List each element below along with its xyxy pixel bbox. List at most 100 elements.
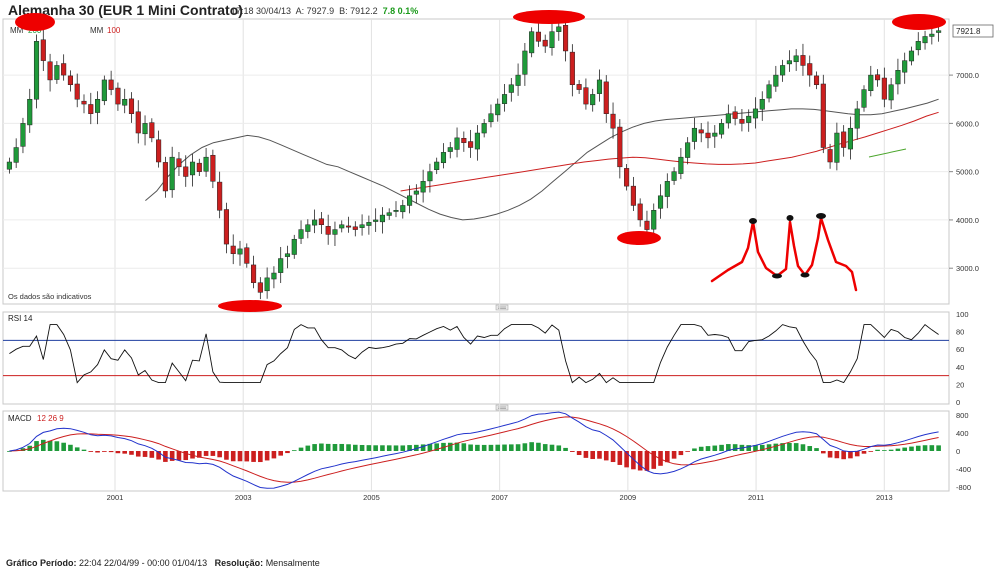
macd-hist-bar: [135, 451, 141, 457]
candle-body: [861, 89, 867, 108]
candle-body: [508, 84, 514, 93]
macd-hist-bar: [81, 449, 87, 451]
quote-info: 17:18 30/04/13 A: 7927.9 B: 7912.2 7.8 0…: [231, 6, 418, 16]
candle-body: [780, 65, 786, 76]
candle-body: [135, 111, 141, 134]
macd-hist-bar: [787, 442, 792, 451]
macd-hist-bar: [102, 451, 107, 452]
rsi-tick-label: 80: [956, 328, 964, 337]
rsi-tick-label: 60: [956, 345, 964, 354]
macd-hist-bar: [698, 446, 704, 451]
candle-body: [203, 156, 209, 172]
macd-hist-bar: [197, 451, 202, 458]
candle-body: [305, 224, 311, 232]
candle-body: [515, 74, 521, 86]
candle-body: [936, 30, 942, 33]
candle-body: [271, 272, 277, 280]
macd-hist-bar: [488, 444, 494, 451]
x-tick-label: 2003: [235, 493, 252, 502]
candle-body: [210, 154, 216, 182]
x-tick-label: 2001: [107, 493, 124, 502]
quote-ask: A: 7927.9: [295, 6, 335, 16]
macd-hist-bar: [726, 444, 731, 451]
macd-hist-bar: [142, 451, 148, 457]
candle-body: [603, 81, 609, 114]
candle-body: [440, 152, 447, 164]
macd-hist-bar: [759, 444, 765, 451]
candle-body: [312, 219, 318, 226]
macd-hist-bar: [61, 442, 66, 451]
candle-body: [142, 123, 148, 135]
candle-body: [325, 226, 331, 235]
candle-body: [13, 147, 19, 163]
candle-body: [223, 209, 229, 245]
rsi-line: [9, 323, 939, 384]
quote-change: 7.8 0.1%: [382, 6, 419, 16]
annotation-ellipse: [617, 231, 661, 245]
candle-body: [773, 74, 779, 87]
annotation-markers: [15, 10, 946, 312]
candle-body: [827, 149, 833, 163]
splitter-handle[interactable]: [495, 304, 509, 311]
candle-body: [563, 25, 569, 52]
candle-body: [807, 63, 813, 76]
macd-hist-bar: [88, 451, 94, 452]
candle-body: [888, 84, 894, 101]
candle-body: [393, 210, 399, 212]
candle-body: [345, 225, 352, 228]
candle-body: [386, 212, 392, 216]
macd-hist-bar: [47, 440, 53, 451]
macd-hist-bar: [210, 451, 216, 456]
candle-body: [725, 113, 731, 124]
candle-body: [698, 129, 704, 134]
splitter-handle[interactable]: [495, 404, 509, 411]
macd-params: 12 26 9: [37, 414, 64, 423]
macd-hist-bar: [7, 451, 12, 452]
price-panel-frame: [2, 18, 950, 305]
macd-hist-bar: [637, 451, 643, 471]
quote-bid: B: 7912.2: [339, 6, 378, 16]
macd-hist-bar: [95, 451, 100, 453]
macd-hist-bar: [658, 451, 663, 466]
candle-body: [522, 50, 528, 75]
candle-body: [284, 253, 291, 257]
candle-body: [820, 83, 826, 148]
footer-period-label: Gráfico Período:: [6, 558, 77, 568]
annotation-ellipse: [15, 13, 55, 31]
annotation-ellipse: [513, 10, 585, 24]
footer-resolution-value: Mensalmente: [265, 558, 320, 568]
x-tick-label: 2007: [491, 493, 508, 502]
macd-hist-bar: [509, 444, 514, 451]
macd-hist-bar: [529, 442, 534, 451]
macd-hist-bar: [807, 446, 813, 451]
macd-hist-bar: [190, 451, 195, 459]
macd-tick-label: 400: [956, 429, 969, 438]
x-tick-label: 2013: [876, 493, 893, 502]
macd-hist-bar: [312, 444, 317, 451]
candle-body: [95, 98, 101, 113]
candle-body: [454, 137, 460, 150]
macd-hist-bar: [590, 451, 595, 460]
candle-body: [20, 123, 26, 147]
macd-tick-label: 800: [956, 411, 969, 420]
y-tick-label: 6000.0: [956, 119, 979, 128]
macd-hist-bar: [373, 445, 378, 451]
candle-body: [339, 224, 345, 229]
macd-hist-bar: [536, 442, 541, 451]
candle-body: [664, 181, 670, 197]
candle-body: [610, 113, 616, 129]
macd-hist-bar: [74, 447, 80, 451]
candle-body: [759, 98, 765, 110]
candle-body: [40, 39, 46, 61]
candle-body: [501, 94, 508, 104]
macd-hist-bar: [217, 451, 222, 458]
macd-hist-bar: [753, 445, 758, 451]
macd-hist-bar: [169, 451, 175, 461]
candle-body: [739, 119, 745, 124]
candle-body: [617, 126, 623, 168]
macd-hist-bar: [454, 442, 460, 451]
candle-body: [651, 210, 657, 230]
y-tick-label: 3000.0: [956, 264, 979, 273]
candle-body: [244, 247, 250, 264]
